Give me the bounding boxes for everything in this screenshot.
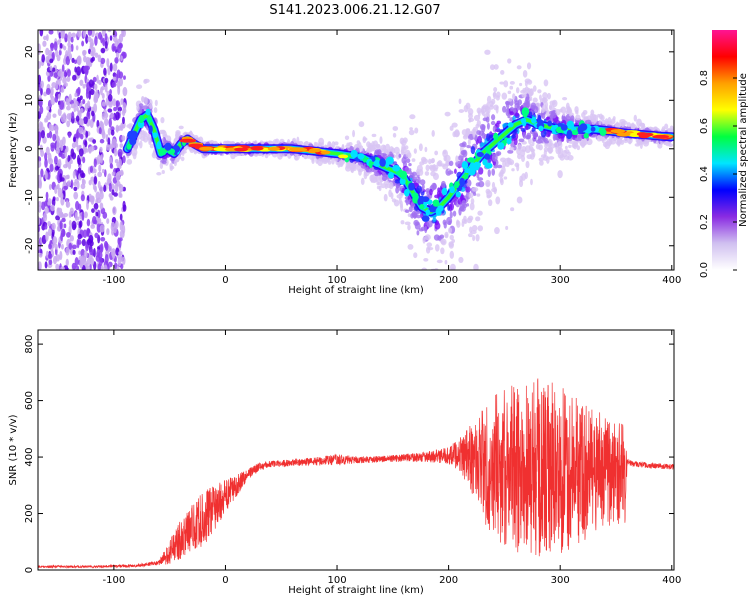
figure-title: S141.2023.006.21.12.G07 (269, 3, 440, 18)
x-tick-label: 200 (439, 575, 458, 586)
colorbar: 0.0 0.2 0.4 0.6 0.8 Normalized spectral ampl… (699, 30, 749, 278)
snr-series-line (38, 378, 674, 569)
y-tick-label: 10 (24, 94, 35, 107)
y-tick-label: 800 (24, 335, 35, 354)
spectrogram-x-label: Height of straight line (km) (288, 285, 424, 296)
colorbar-tick-label: 0.6 (699, 118, 710, 134)
y-tick-label: 200 (24, 504, 35, 523)
spectrogram-y-axis: -20 -10 0 10 20 (24, 45, 674, 254)
snr-x-label: Height of straight line (km) (288, 585, 424, 596)
x-tick-label: 0 (222, 275, 228, 286)
snr-y-axis: 0 200 400 600 800 (24, 335, 674, 573)
colorbar-tick-label: 0.4 (699, 166, 710, 182)
x-tick-label: 100 (327, 275, 346, 286)
y-tick-label: -10 (24, 189, 35, 205)
x-tick-label: 200 (439, 275, 458, 286)
x-tick-label: -100 (103, 275, 126, 286)
snr-frame (37, 329, 675, 571)
y-tick-label: 0 (24, 567, 35, 573)
colorbar-gradient (712, 30, 737, 270)
x-tick-label: 300 (551, 575, 570, 586)
x-tick-label: 0 (222, 575, 228, 586)
spectrogram-frame (37, 29, 675, 271)
colorbar-tick-label: 0.2 (699, 214, 710, 230)
y-tick-label: -20 (24, 238, 35, 254)
y-tick-label: 20 (24, 45, 35, 58)
y-tick-label: 0 (24, 146, 35, 152)
spectrogram-x-axis: -100 0 100 200 300 400 (103, 30, 681, 286)
snr-panel: -100 0 100 200 300 400 0 200 400 600 800 Height o… (8, 329, 681, 596)
x-tick-label: 100 (327, 575, 346, 586)
colorbar-tick-label: 0.0 (699, 262, 710, 278)
x-tick-label: -100 (103, 575, 126, 586)
y-tick-label: 600 (24, 391, 35, 410)
colorbar-ticks: 0.0 0.2 0.4 0.6 0.8 (699, 70, 737, 278)
spectrogram-y-label: Frequency (Hz) (8, 112, 19, 188)
colorbar-tick-label: 0.8 (699, 70, 710, 86)
snr-x-axis: -100 0 100 200 300 400 (103, 330, 681, 586)
x-tick-label: 300 (551, 275, 570, 286)
spectrogram-image (38, 30, 674, 270)
x-tick-label: 400 (662, 575, 681, 586)
x-tick-label: 400 (662, 275, 681, 286)
colorbar-label: Normalized spectral amplitude (738, 73, 749, 227)
y-tick-label: 400 (24, 448, 35, 467)
snr-y-label: SNR (10 * v/v) (8, 414, 19, 485)
